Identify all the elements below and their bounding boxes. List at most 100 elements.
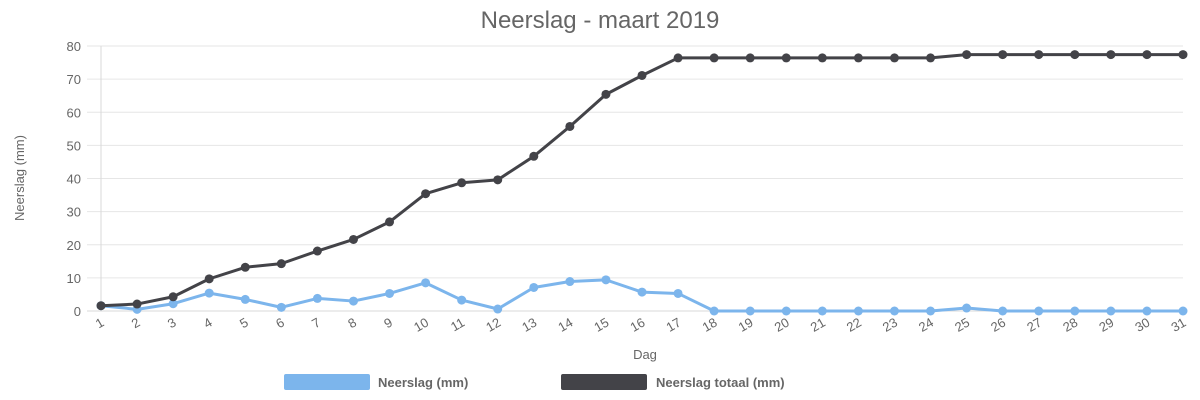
x-tick-label: 7 (309, 315, 323, 332)
data-point[interactable] (493, 304, 503, 314)
data-point[interactable] (312, 246, 322, 256)
data-point[interactable] (1142, 50, 1152, 60)
x-tick-label: 15 (591, 315, 611, 335)
legend-swatch-neerslag-totaal (561, 374, 647, 390)
data-point[interactable] (276, 259, 286, 269)
data-point[interactable] (421, 189, 431, 199)
data-point[interactable] (1142, 306, 1152, 316)
data-point[interactable] (745, 306, 755, 316)
x-tick-label: 30 (1132, 315, 1152, 335)
x-tick-label: 9 (381, 315, 395, 332)
data-point[interactable] (745, 53, 755, 63)
chart-title: Neerslag - maart 2019 (481, 7, 720, 34)
gridlines (87, 45, 1183, 312)
data-point[interactable] (962, 303, 972, 313)
x-tick-label: 14 (555, 315, 575, 335)
x-tick-label: 2 (129, 315, 143, 332)
x-tick-label: 23 (880, 315, 900, 335)
data-point[interactable] (673, 288, 683, 298)
x-axis-ticks: 1 2 3 4 5 6 7 8 9 10 11 12 13 14 15 16 17 18 19 20 21 22 23 24 2… (93, 315, 1189, 335)
data-point[interactable] (1070, 306, 1080, 316)
data-point[interactable] (385, 217, 395, 227)
y-tick-label: 0 (74, 304, 81, 319)
data-point[interactable] (889, 306, 899, 316)
data-point[interactable] (709, 53, 719, 63)
data-point[interactable] (240, 294, 250, 304)
data-point[interactable] (998, 306, 1008, 316)
x-tick-label: 31 (1168, 315, 1188, 335)
x-tick-label: 18 (700, 315, 720, 335)
x-tick-label: 20 (772, 315, 792, 335)
y-axis-ticks: 0 10 20 30 40 50 60 70 80 (67, 39, 81, 319)
data-point[interactable] (926, 53, 936, 63)
data-point[interactable] (168, 299, 178, 309)
data-point[interactable] (348, 234, 358, 244)
data-point[interactable] (1106, 50, 1116, 60)
legend: Neerslag (mm) Neerslag totaal (mm) (284, 374, 785, 390)
data-point[interactable] (817, 306, 827, 316)
data-point[interactable] (601, 275, 611, 285)
data-point[interactable] (276, 302, 286, 312)
legend-item-neerslag[interactable]: Neerslag (mm) (284, 374, 468, 390)
data-point[interactable] (1070, 50, 1080, 60)
legend-item-neerslag-totaal[interactable]: Neerslag totaal (mm) (561, 374, 785, 390)
y-tick-label: 80 (67, 39, 81, 54)
data-point[interactable] (709, 306, 719, 316)
x-tick-label: 11 (448, 315, 467, 335)
data-point[interactable] (529, 282, 539, 292)
data-point[interactable] (998, 50, 1008, 60)
series-layer (96, 50, 1188, 316)
data-point[interactable] (493, 175, 503, 185)
data-point[interactable] (1178, 50, 1188, 60)
data-point[interactable] (457, 178, 467, 188)
data-point[interactable] (529, 151, 539, 161)
data-point[interactable] (1034, 306, 1044, 316)
data-point[interactable] (781, 53, 791, 63)
data-point[interactable] (421, 278, 431, 288)
data-point[interactable] (926, 306, 936, 316)
data-point[interactable] (565, 121, 575, 131)
data-point[interactable] (312, 293, 322, 303)
data-point[interactable] (637, 70, 647, 80)
x-tick-label: 12 (483, 315, 503, 335)
data-point[interactable] (168, 292, 178, 302)
data-point[interactable] (889, 53, 899, 63)
data-point[interactable] (348, 296, 358, 306)
data-point[interactable] (853, 306, 863, 316)
x-tick-label: 3 (165, 315, 179, 332)
data-point[interactable] (457, 295, 467, 305)
data-point[interactable] (240, 262, 250, 272)
data-point[interactable] (781, 306, 791, 316)
x-tick-label: 5 (237, 315, 251, 332)
data-point[interactable] (853, 53, 863, 63)
data-point[interactable] (637, 287, 647, 297)
x-tick-label: 19 (736, 315, 756, 335)
legend-label-neerslag-totaal: Neerslag totaal (mm) (656, 375, 785, 390)
data-point[interactable] (962, 50, 972, 60)
data-point[interactable] (565, 277, 575, 287)
data-point[interactable] (385, 288, 395, 298)
data-point[interactable] (204, 288, 214, 298)
data-point[interactable] (817, 53, 827, 63)
y-tick-label: 30 (67, 205, 81, 220)
x-tick-label: 24 (916, 315, 936, 335)
x-tick-label: 17 (664, 315, 684, 335)
data-point[interactable] (601, 89, 611, 99)
data-point[interactable] (96, 301, 106, 311)
data-point[interactable] (673, 53, 683, 63)
data-point[interactable] (132, 299, 142, 309)
data-point[interactable] (204, 274, 214, 284)
y-tick-label: 20 (67, 238, 81, 253)
x-tick-label: 10 (411, 315, 431, 335)
x-tick-label: 8 (345, 315, 359, 332)
x-tick-label: 13 (519, 315, 539, 335)
y-tick-label: 70 (67, 72, 81, 87)
data-point[interactable] (1106, 306, 1116, 316)
y-tick-label: 60 (67, 105, 81, 120)
x-tick-label: 29 (1096, 315, 1116, 335)
legend-label-neerslag: Neerslag (mm) (378, 375, 468, 390)
data-point[interactable] (1034, 50, 1044, 60)
data-point[interactable] (1178, 306, 1188, 316)
x-tick-label: 21 (808, 315, 828, 335)
